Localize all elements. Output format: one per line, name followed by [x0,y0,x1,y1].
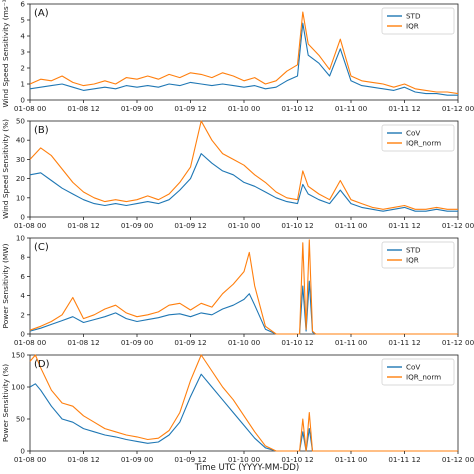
legend-label-iqr: IQR [406,256,419,265]
y-tick-label: 40 [16,136,26,145]
x-tick-label: 01-09 00 [121,338,154,347]
y-tick-label: 10 [16,234,26,243]
y-tick-label: 100 [11,383,25,392]
y-tick-label: 150 [11,351,25,360]
y-tick-label: 0 [20,330,25,339]
x-tick-label: 01-10 12 [281,221,313,230]
x-tick-label: 01-11 12 [388,455,420,464]
x-tick-label: 01-09 12 [174,221,206,230]
series-line-iqr_norm [29,120,458,210]
x-tick-label: 01-08 00 [14,221,47,230]
legend-label-iqr_norm: IQR_norm [406,139,441,148]
x-tick-label: 01-10 00 [228,455,261,464]
x-tick-label: 01-11 00 [335,455,368,464]
y-tick-label: 0 [20,96,25,105]
chart-panel-d: 0 50 100 150 01-08 00 01-08 12 01-09 00 01-09 1… [1,351,474,465]
y-tick-label: 2 [20,64,25,73]
x-tick-label: 01-09 12 [174,104,206,113]
y-tick-label: 6 [20,272,25,281]
legend-box [381,241,455,269]
x-tick-label: 01-08 12 [67,455,99,464]
x-tick-label: 01-12 00 [442,455,474,464]
y-axis-label: Wind Speed Sensitivity (ms⁻¹) [1,0,10,107]
y-tick-label: 4 [20,32,25,41]
legend-box [381,124,455,152]
series-line-iqr [29,11,459,95]
series-line-std [29,22,458,96]
x-axis-label: Time UTC (YYYY-MM-DD) [194,463,299,473]
x-tick-label: 01-08 12 [67,338,99,347]
x-tick-label: 01-11 00 [335,104,368,113]
x-tick-label: 01-08 00 [14,104,47,113]
x-tick-label: 01-09 00 [121,221,154,230]
x-tick-label: 01-12 00 [442,104,474,113]
panel-label: (B) [34,125,49,136]
x-tick-label: 01-10 00 [228,104,261,113]
x-tick-label: 01-12 00 [442,338,474,347]
y-tick-label: 5 [20,16,25,25]
x-tick-label: 01-12 00 [442,221,474,230]
x-tick-label: 01-10 12 [281,104,313,113]
y-tick-label: 1 [20,80,25,89]
x-tick-label: 01-08 12 [67,221,99,230]
y-tick-label: 20 [16,174,26,183]
panel-label: (D) [34,359,50,370]
chart-panel-c: 0 2 4 6 8 10 01-08 00 01-08 12 01-09 00 01-09 12 0… [1,234,474,348]
y-tick-label: 8 [20,253,25,262]
legend-label-iqr: IQR [406,22,419,31]
x-tick-label: 01-08 00 [14,455,47,464]
x-tick-label: 01-11 12 [388,221,420,230]
y-tick-label: 2 [20,310,25,319]
y-axis-label: Wind Speed Sensitivity (%) [1,119,10,219]
x-tick-label: 01-10 00 [228,338,261,347]
x-tick-label: 01-09 00 [121,104,154,113]
panel-label: (C) [34,242,49,253]
y-tick-label: 10 [16,193,26,202]
chart-panel-b: 0 10 20 30 40 50 01-08 00 01-08 12 01-09 00 01-09… [1,117,474,231]
chart-panel-a: 0 1 2 3 4 5 6 01-08 00 01-08 12 01-09 00 01-09 12 0… [1,0,474,113]
x-tick-label: 01-11 12 [388,104,420,113]
x-tick-label: 01-10 12 [281,455,313,464]
legend-label-std: STD [406,12,421,21]
series-line-iqr [29,239,458,335]
x-tick-label: 01-11 00 [335,338,368,347]
x-tick-label: 01-10 00 [228,221,261,230]
x-tick-label: 01-10 12 [281,338,313,347]
y-tick-label: 3 [20,48,25,57]
y-tick-label: 50 [16,117,26,126]
x-tick-label: 01-11 00 [335,221,368,230]
x-tick-label: 01-11 12 [388,338,420,347]
series-line-cov [29,153,458,212]
y-tick-label: 50 [16,415,26,424]
legend-label-std: STD [406,246,421,255]
y-axis-label: Power Sensitivity (%) [1,364,10,442]
y-tick-label: 4 [20,291,25,300]
x-tick-label: 01-08 12 [67,104,99,113]
legend-label-iqr_norm: IQR_norm [406,373,441,382]
series-line-iqr_norm [29,354,458,452]
x-tick-label: 01-09 12 [174,455,206,464]
legend-label-cov: CoV [406,129,420,138]
y-tick-label: 0 [20,447,25,456]
y-tick-label: 30 [16,155,26,164]
legend-box [381,358,455,386]
x-tick-label: 01-09 00 [121,455,154,464]
x-tick-label: 01-08 00 [14,338,47,347]
legend-label-cov: CoV [406,363,420,372]
legend-box [381,7,455,35]
y-axis-label: Power Sensitivity (MW) [1,243,10,328]
panel-label: (A) [34,8,49,19]
y-tick-label: 0 [20,213,25,222]
x-tick-label: 01-09 12 [174,338,206,347]
y-tick-label: 6 [20,0,25,9]
